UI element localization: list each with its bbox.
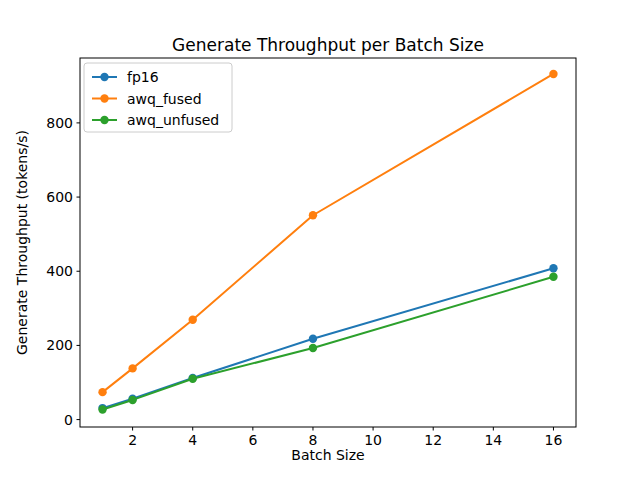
series-marker-awq_fused xyxy=(309,211,317,219)
x-tick-label: 10 xyxy=(364,432,382,448)
x-tick-label: 14 xyxy=(484,432,502,448)
legend-marker-awq_fused xyxy=(100,94,108,102)
series-marker-awq_fused xyxy=(189,316,197,324)
x-tick-label: 6 xyxy=(248,432,257,448)
legend-label-awq_unfused: awq_unfused xyxy=(127,112,219,128)
x-axis-label: Batch Size xyxy=(291,447,364,463)
series-marker-awq_unfused xyxy=(128,396,136,404)
legend: fp16 awq_fused awq_unfused xyxy=(84,63,232,132)
series-line-awq_unfused xyxy=(103,277,554,410)
line-chart: Generate Throughput per Batch Size Batch… xyxy=(0,0,640,480)
y-tick-label: 800 xyxy=(46,115,73,131)
series-marker-awq_unfused xyxy=(549,273,557,281)
y-tick-label: 600 xyxy=(46,189,73,205)
chart-figure: Generate Throughput per Batch Size Batch… xyxy=(0,0,640,480)
y-tick-label: 0 xyxy=(64,412,73,428)
series-marker-awq_unfused xyxy=(189,375,197,383)
legend-marker-fp16 xyxy=(100,73,108,81)
series-marker-awq_fused xyxy=(549,70,557,78)
series-marker-awq_unfused xyxy=(98,405,106,413)
series-marker-awq_unfused xyxy=(309,344,317,352)
x-tick-label: 4 xyxy=(188,432,197,448)
series-marker-fp16 xyxy=(549,264,557,272)
chart-title: Generate Throughput per Batch Size xyxy=(172,35,484,55)
series-marker-awq_fused xyxy=(98,388,106,396)
series-marker-awq_fused xyxy=(128,364,136,372)
y-tick-label: 400 xyxy=(46,263,73,279)
legend-label-fp16: fp16 xyxy=(127,69,159,85)
series-marker-fp16 xyxy=(309,335,317,343)
y-tick-label: 200 xyxy=(46,337,73,353)
x-tick-label: 8 xyxy=(309,432,318,448)
y-axis-label: Generate Throughput (tokens/s) xyxy=(14,130,30,355)
x-tick-label: 12 xyxy=(424,432,442,448)
x-tick-label: 16 xyxy=(545,432,563,448)
x-tick-label: 2 xyxy=(128,432,137,448)
legend-label-awq_fused: awq_fused xyxy=(127,91,202,107)
legend-marker-awq_unfused xyxy=(100,116,108,124)
